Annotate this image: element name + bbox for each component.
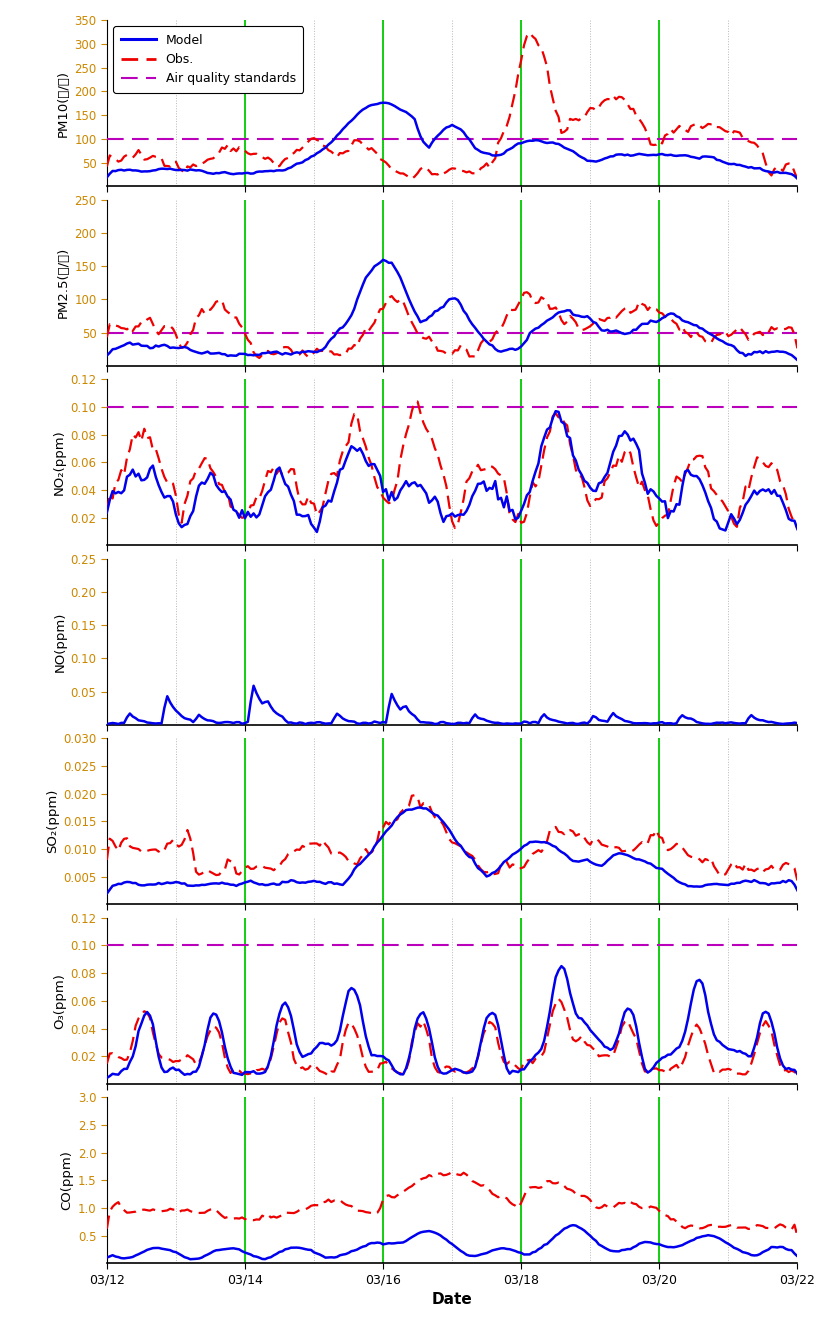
Y-axis label: SO₂(ppm): SO₂(ppm) <box>46 789 59 853</box>
Y-axis label: PM10(㎕/㎥): PM10(㎕/㎥) <box>57 70 70 136</box>
Y-axis label: O₃(ppm): O₃(ppm) <box>53 973 66 1028</box>
Y-axis label: NO₂(ppm): NO₂(ppm) <box>53 429 66 495</box>
Y-axis label: CO(ppm): CO(ppm) <box>61 1150 74 1210</box>
Y-axis label: PM2.5(㎕/㎥): PM2.5(㎕/㎥) <box>57 247 70 318</box>
X-axis label: Date: Date <box>432 1293 473 1308</box>
Legend: Model, Obs., Air quality standards: Model, Obs., Air quality standards <box>113 27 303 92</box>
Y-axis label: NO(ppm): NO(ppm) <box>53 611 67 673</box>
